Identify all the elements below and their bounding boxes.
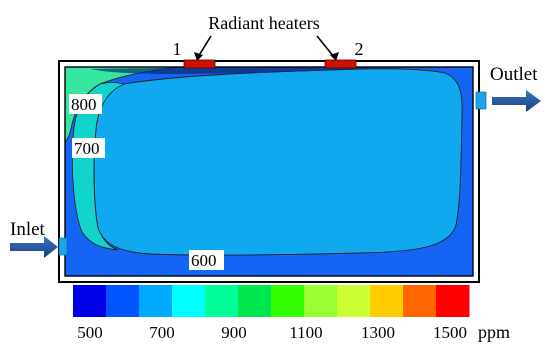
legend-swatch <box>106 285 140 317</box>
legend-tick-label: 1500 <box>433 323 467 342</box>
legend-swatch <box>73 285 107 317</box>
legend-tick-label: 1300 <box>361 323 395 342</box>
inlet-label: Inlet <box>10 219 46 240</box>
heater-2-pointer <box>316 35 335 58</box>
contour-region-core <box>93 68 463 256</box>
inlet-port <box>58 237 68 256</box>
title: Radiant heaters <box>208 13 319 33</box>
legend-swatch <box>172 285 206 317</box>
outlet-port <box>475 91 487 110</box>
contour-label-700-bg <box>72 138 105 158</box>
contour-label-700: 700 <box>74 139 100 158</box>
legend-swatch <box>271 285 305 317</box>
legend-tick-label: 900 <box>221 323 247 342</box>
legend-swatch <box>370 285 404 317</box>
contour-label-800: 800 <box>71 95 97 114</box>
outlet-arrow-icon <box>492 90 541 112</box>
legend-tick-label: 700 <box>149 323 175 342</box>
legend-swatch <box>205 285 239 317</box>
heater-2-arrowhead <box>330 52 339 61</box>
legend-tick-label: 1100 <box>289 323 322 342</box>
legend-swatch <box>403 285 437 317</box>
heater-2-label: 2 <box>355 39 364 59</box>
inner-frame <box>64 66 474 277</box>
legend-swatch <box>337 285 371 317</box>
ceiling-strip <box>90 66 380 74</box>
legend-swatch <box>304 285 338 317</box>
heater-1-arrowhead <box>194 52 203 61</box>
contour-label-600-bg <box>189 250 224 270</box>
contour-label-800-bg <box>69 94 102 114</box>
inlet-arrow-icon <box>10 236 58 258</box>
legend-swatch <box>238 285 272 317</box>
legend-tick-label: 500 <box>77 323 103 342</box>
contour-field <box>64 66 474 277</box>
legend-swatch <box>139 285 173 317</box>
legend-swatch <box>436 285 470 317</box>
outlet-label: Outlet <box>490 64 538 85</box>
legend-color-bar <box>73 285 470 317</box>
legend-unit: ppm <box>478 322 510 342</box>
heater-1-label: 1 <box>173 39 182 59</box>
heater-1-pointer <box>197 35 212 58</box>
contour-label-600: 600 <box>191 251 217 270</box>
legend-tick-labels: 500 700 900 1100 1300 1500 <box>77 323 467 342</box>
heater-2 <box>324 59 357 69</box>
heater-1 <box>183 59 216 69</box>
